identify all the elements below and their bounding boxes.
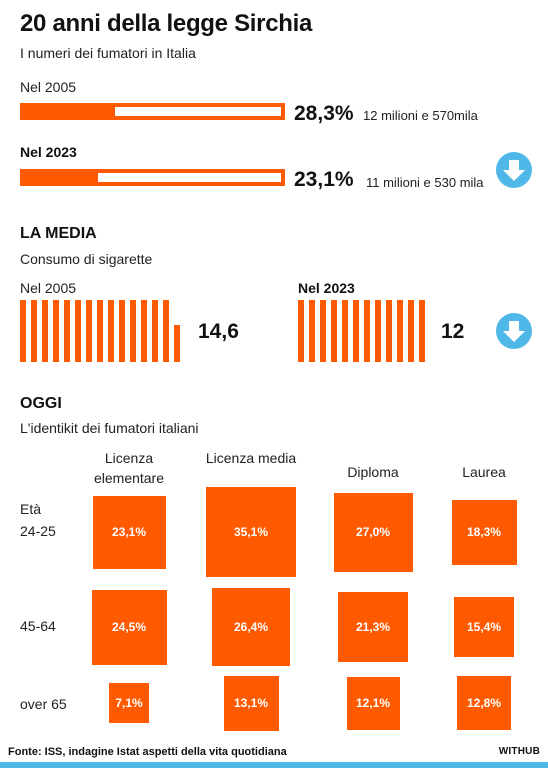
- row-label: over 65: [20, 696, 67, 712]
- smokers-2005-bar: [20, 103, 285, 120]
- identikit-cell: 12,8%: [457, 676, 511, 730]
- smokers-2023-bar: [20, 169, 285, 186]
- average-2023-cigarette: [386, 300, 392, 362]
- average-2005-cigarette: [97, 300, 103, 362]
- identikit-cell: 18,3%: [451, 499, 517, 565]
- column-header: Licenza media: [205, 450, 297, 466]
- today-subtitle: L'identikit dei fumatori italiani: [20, 420, 199, 436]
- average-2023-value: 12: [441, 320, 465, 343]
- average-2005-cigarette: [141, 300, 147, 362]
- smokers-2005-percent: 28,3%: [294, 102, 354, 125]
- identikit-cell: 26,4%: [212, 588, 290, 666]
- source-note: Fonte: ISS, indagine Istat aspetti della…: [8, 746, 287, 758]
- average-2005-cigarette: [64, 300, 70, 362]
- smokers-2023-percent: 23,1%: [294, 168, 354, 191]
- average-2005-cigarette: [53, 300, 59, 362]
- row-label: 24-25: [20, 523, 56, 539]
- identikit-cell: 13,1%: [223, 675, 279, 731]
- average-2005-cigarette: [42, 300, 48, 362]
- identikit-cell: 15,4%: [454, 597, 514, 657]
- average-heading: LA MEDIA: [20, 225, 97, 242]
- identikit-cell: 35,1%: [206, 487, 296, 577]
- average-2005-cigarette: [152, 300, 158, 362]
- smokers-2005-label: Nel 2005: [20, 79, 77, 95]
- average-subtitle: Consumo di sigarette: [20, 251, 153, 267]
- footer-rule: [0, 762, 548, 768]
- average-2005-cigarette: [108, 300, 114, 362]
- average-2023-cigarette: [375, 300, 381, 362]
- average-2005-cigarette: [86, 300, 92, 362]
- average-2023-cigarette: [320, 300, 326, 362]
- identikit-cell: 21,3%: [338, 592, 408, 662]
- average-2023-cigarettes: [298, 300, 433, 362]
- average-2023-cigarette: [298, 300, 304, 362]
- average-2005-cigarette-partial: [174, 324, 180, 362]
- row-label: 45-64: [20, 618, 56, 634]
- brand-logo: WITHUB: [498, 746, 540, 757]
- identikit-cell: 23,1%: [92, 495, 166, 569]
- average-2023-cigarette: [397, 300, 403, 362]
- smokers-2023-label: Nel 2023: [20, 144, 77, 160]
- page-subtitle: I numeri dei fumatori in Italia: [20, 45, 196, 61]
- identikit-cell: 27,0%: [333, 492, 413, 572]
- average-2005-cigarette: [130, 300, 136, 362]
- average-2005-cigarette: [20, 300, 26, 362]
- average-2023-cigarette: [342, 300, 348, 362]
- average-2023-label: Nel 2023: [298, 280, 355, 296]
- smokers-2005-detail: 12 milioni e 570mila: [363, 108, 478, 123]
- smokers-2023-detail: 11 milioni e 530 mila: [366, 175, 484, 190]
- average-2005-value: 14,6: [198, 320, 239, 343]
- column-header: Licenza elementare: [93, 450, 165, 486]
- average-2023-cigarette: [331, 300, 337, 362]
- average-2005-cigarette: [163, 300, 169, 362]
- arrow-down-icon: [496, 152, 532, 188]
- today-heading: OGGI: [20, 395, 62, 412]
- average-2023-cigarette: [309, 300, 315, 362]
- average-2023-cigarette: [353, 300, 359, 362]
- average-2005-cigarettes: [20, 300, 195, 362]
- age-label: Età: [20, 501, 42, 517]
- average-2005-cigarette: [119, 300, 125, 362]
- identikit-cell: 7,1%: [109, 683, 149, 723]
- average-2023-cigarette: [364, 300, 370, 362]
- identikit-cell: 24,5%: [91, 589, 167, 665]
- page-title: 20 anni della legge Sirchia: [20, 10, 313, 37]
- average-2023-cigarette: [419, 300, 425, 362]
- average-2005-cigarette: [75, 300, 81, 362]
- smokers-2023-bar-fill: [24, 173, 99, 182]
- average-2023-cigarette: [408, 300, 414, 362]
- column-header: Diploma: [347, 464, 399, 480]
- average-2005-cigarette: [31, 300, 37, 362]
- column-header: Laurea: [462, 464, 506, 480]
- smokers-2005-bar-fill: [24, 107, 115, 116]
- arrow-down-icon: [496, 313, 532, 349]
- average-2005-label: Nel 2005: [20, 280, 77, 296]
- identikit-cell: 12,1%: [346, 676, 400, 730]
